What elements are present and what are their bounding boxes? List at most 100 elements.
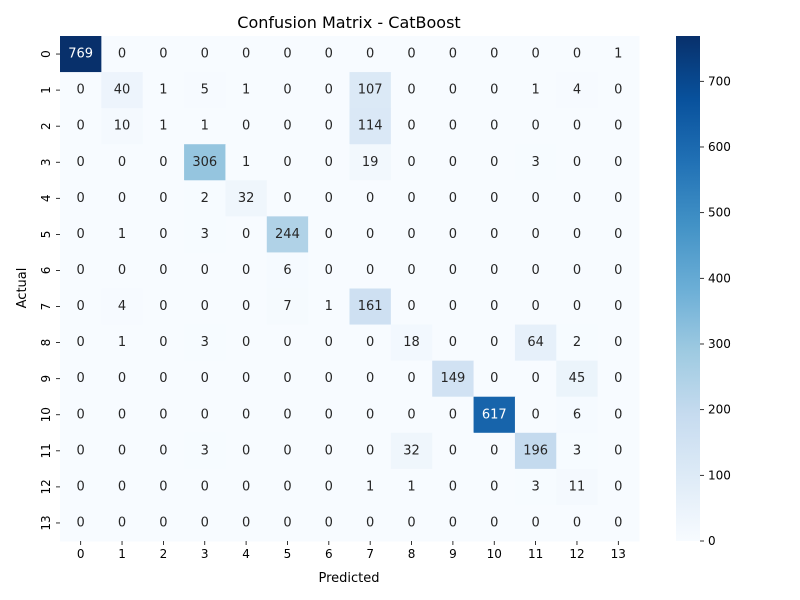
cell-value-6-0: 0	[77, 263, 85, 278]
heatmap-cell-10-4	[225, 396, 268, 434]
cell-value-5-1: 1	[118, 227, 126, 242]
heatmap-cell-13-11	[514, 504, 557, 542]
heatmap-cell-8-2	[142, 324, 185, 362]
heatmap-cell-10-7	[349, 396, 392, 434]
cell-value-12-3: 0	[201, 479, 209, 494]
heatmap-cell-10-12	[556, 396, 599, 434]
cell-value-4-13: 0	[614, 191, 622, 206]
heatmap-cell-3-11	[514, 144, 557, 181]
x-tick-label: 1	[118, 547, 126, 561]
cell-value-13-3: 0	[201, 515, 209, 530]
heatmap-cell-5-10	[473, 216, 516, 253]
x-tick-label: 6	[325, 547, 333, 561]
heatmap-cell-13-1	[101, 504, 144, 542]
cell-value-13-4: 0	[242, 515, 250, 530]
heatmap-cell-11-9	[432, 432, 475, 470]
heatmap-cell-8-6	[308, 324, 350, 362]
cell-value-3-2: 0	[159, 155, 167, 170]
cell-value-0-7: 0	[366, 47, 374, 62]
cell-value-6-13: 0	[614, 263, 622, 278]
cell-value-12-10: 0	[490, 479, 498, 494]
cell-value-10-7: 0	[366, 407, 374, 422]
colorbar-tick-label: 300	[708, 337, 731, 351]
heatmap-cell-2-4	[225, 108, 268, 145]
cell-value-4-10: 0	[490, 191, 498, 206]
y-tick-label: 11	[39, 443, 53, 458]
cell-value-2-0: 0	[77, 119, 85, 134]
cell-value-9-12: 45	[569, 371, 586, 386]
heatmap-cell-0-2	[142, 36, 185, 73]
heatmap-cell-11-0	[60, 432, 102, 470]
cell-value-11-7: 0	[366, 443, 374, 458]
heatmap-cell-2-3	[184, 108, 226, 145]
y-tick-label: 12	[39, 479, 53, 494]
cell-value-10-5: 0	[283, 407, 291, 422]
cell-value-0-1: 0	[118, 47, 126, 62]
heatmap-cell-4-7	[349, 180, 392, 217]
heatmap-cell-5-5	[266, 216, 309, 253]
cell-value-7-3: 0	[201, 299, 209, 314]
cell-value-3-12: 0	[573, 155, 581, 170]
cell-value-8-5: 0	[283, 335, 291, 350]
cell-value-8-12: 2	[573, 335, 581, 350]
cell-value-4-2: 0	[159, 191, 167, 206]
heatmap-cell-2-11	[514, 108, 557, 145]
cell-value-0-10: 0	[490, 47, 498, 62]
cell-value-10-0: 0	[77, 407, 85, 422]
heatmap-cell-6-5	[266, 252, 309, 289]
heatmap-cell-11-8	[390, 432, 433, 470]
cell-value-1-6: 0	[325, 83, 333, 98]
cell-value-3-3: 306	[192, 155, 217, 170]
heatmap-cell-8-7	[349, 324, 392, 362]
cell-value-2-1: 10	[114, 119, 131, 134]
heatmap-cell-12-7	[349, 468, 392, 506]
heatmap-cell-5-1	[101, 216, 144, 253]
heatmap-cell-0-8	[390, 36, 433, 73]
heatmap-cell-3-4	[225, 144, 268, 181]
cell-value-2-4: 0	[242, 119, 250, 134]
heatmap-cell-13-12	[556, 504, 599, 542]
cell-value-7-5: 7	[283, 299, 291, 314]
heatmap-cell-1-11	[514, 72, 557, 109]
heatmap-cell-6-10	[473, 252, 516, 289]
cell-value-6-2: 0	[159, 263, 167, 278]
heatmap-cell-13-3	[184, 504, 226, 542]
cell-value-3-5: 0	[283, 155, 291, 170]
heatmap-cell-10-5	[266, 396, 309, 434]
cell-value-8-2: 0	[159, 335, 167, 350]
cell-value-0-0: 769	[68, 47, 93, 62]
heatmap-cell-1-9	[432, 72, 475, 109]
cell-value-9-9: 149	[440, 371, 465, 386]
cell-value-11-0: 0	[77, 443, 85, 458]
heatmap-cell-8-10	[473, 324, 516, 362]
heatmap-cell-6-7	[349, 252, 392, 289]
cell-value-7-6: 1	[325, 299, 333, 314]
cell-value-13-10: 0	[490, 515, 498, 530]
cell-value-6-10: 0	[490, 263, 498, 278]
heatmap-cell-6-1	[101, 252, 144, 289]
cell-value-6-1: 0	[118, 263, 126, 278]
y-tick-label: 8	[39, 339, 53, 347]
heatmap-cell-0-12	[556, 36, 599, 73]
cell-value-1-0: 0	[77, 83, 85, 98]
cell-value-2-6: 0	[325, 119, 333, 134]
heatmap-cell-10-1	[101, 396, 144, 434]
heatmap-cell-0-1	[101, 36, 144, 73]
cell-value-1-11: 1	[531, 83, 539, 98]
cell-value-6-6: 0	[325, 263, 333, 278]
cell-value-5-5: 244	[275, 227, 300, 242]
cell-value-11-12: 3	[573, 443, 581, 458]
heatmap-cell-0-5	[266, 36, 309, 73]
heatmap-cell-1-1	[101, 72, 144, 109]
heatmap-cell-6-6	[308, 252, 350, 289]
cell-value-0-2: 0	[159, 47, 167, 62]
cell-value-1-10: 0	[490, 83, 498, 98]
colorbar-tick-label: 500	[708, 206, 731, 220]
cell-value-3-6: 0	[325, 155, 333, 170]
heatmap-cell-13-6	[308, 504, 350, 542]
heatmap-cells	[60, 36, 640, 542]
heatmap-cell-2-2	[142, 108, 185, 145]
heatmap-cell-2-9	[432, 108, 475, 145]
heatmap-cell-5-9	[432, 216, 475, 253]
